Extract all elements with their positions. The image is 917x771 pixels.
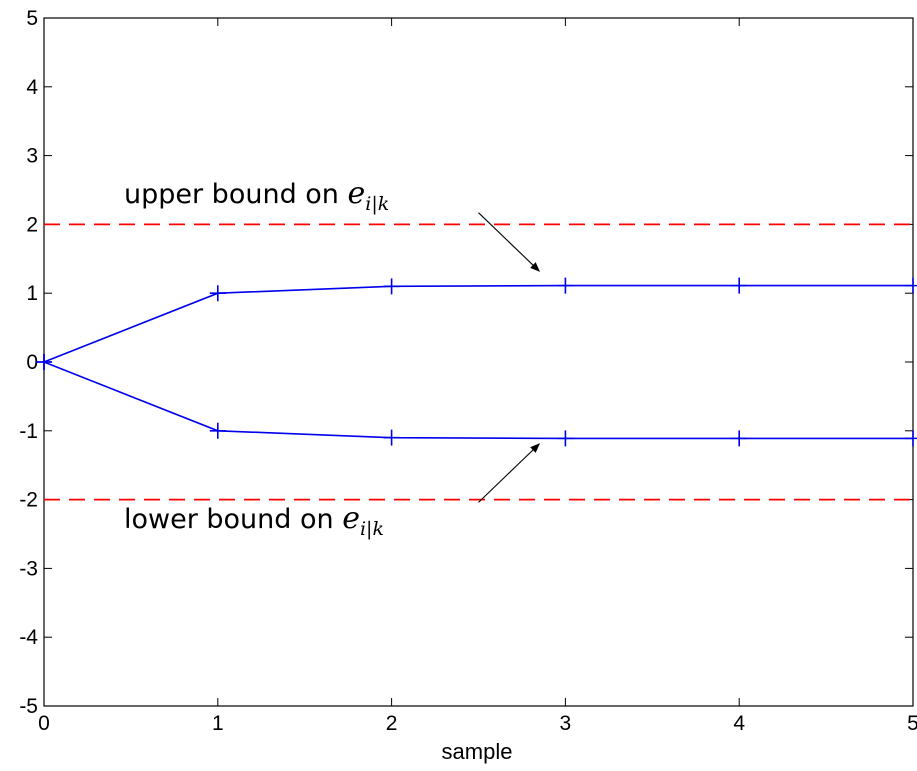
data-point xyxy=(731,430,748,447)
x-tick-label: 2 xyxy=(386,712,398,735)
annotation-math-base: e xyxy=(348,176,366,211)
data-point xyxy=(557,430,574,447)
data-point xyxy=(383,429,400,446)
y-tick-label: 3 xyxy=(26,145,38,168)
y-tick-label: -1 xyxy=(19,420,38,443)
series-0 xyxy=(36,277,917,370)
y-tick-label: 1 xyxy=(26,282,38,305)
data-point xyxy=(905,430,917,447)
annotation-math-base: e xyxy=(342,501,360,536)
x-tick-label: 4 xyxy=(733,712,745,735)
series-line xyxy=(43,284,913,363)
x-axis-label: sample xyxy=(442,739,513,764)
annotation-1: lower bound on ei|k xyxy=(124,443,541,540)
y-tick-label: -3 xyxy=(19,557,38,580)
annotation-text: lower bound on ei|k xyxy=(124,501,384,540)
data-point xyxy=(731,277,748,294)
annotation-arrow xyxy=(478,443,541,503)
y-tick-label: 5 xyxy=(26,7,38,30)
y-tick-label: -2 xyxy=(19,489,38,512)
data-point xyxy=(383,278,400,295)
x-axis-ticks: 0 1 2 3 4 5 xyxy=(38,18,917,735)
annotation-math-sub: i|k xyxy=(360,518,384,540)
x-tick-label: 5 xyxy=(907,712,917,735)
y-tick-label: -5 xyxy=(19,695,38,718)
y-tick-label: 2 xyxy=(26,213,38,236)
series-layer xyxy=(36,223,917,501)
x-tick-label: 0 xyxy=(38,712,50,735)
y-tick-label: 4 xyxy=(26,76,38,99)
annotation-label: lower bound on xyxy=(124,504,342,535)
data-point xyxy=(557,277,574,294)
annotation-arrow xyxy=(478,212,541,272)
data-point xyxy=(36,354,52,370)
y-tick-label: -4 xyxy=(19,626,38,649)
x-tick-label: 1 xyxy=(212,712,224,735)
data-point xyxy=(209,422,226,439)
annotation-text: upper bound on ei|k xyxy=(124,176,389,215)
axes-box xyxy=(43,17,914,707)
annotation-math-sub: i|k xyxy=(365,193,389,215)
annotation-0: upper bound on ei|k xyxy=(124,176,541,272)
x-tick-label: 3 xyxy=(560,712,572,735)
series-1 xyxy=(36,354,917,447)
series-line xyxy=(43,361,913,440)
annotation-label: upper bound on xyxy=(124,179,348,210)
y-tick-label: 0 xyxy=(26,351,38,374)
y-axis-ticks: -5 -4 -3 -2 -1 0 1 2 3 4 5 xyxy=(19,7,913,718)
data-point xyxy=(209,285,226,302)
data-point xyxy=(905,277,917,294)
plot-area xyxy=(43,17,914,707)
